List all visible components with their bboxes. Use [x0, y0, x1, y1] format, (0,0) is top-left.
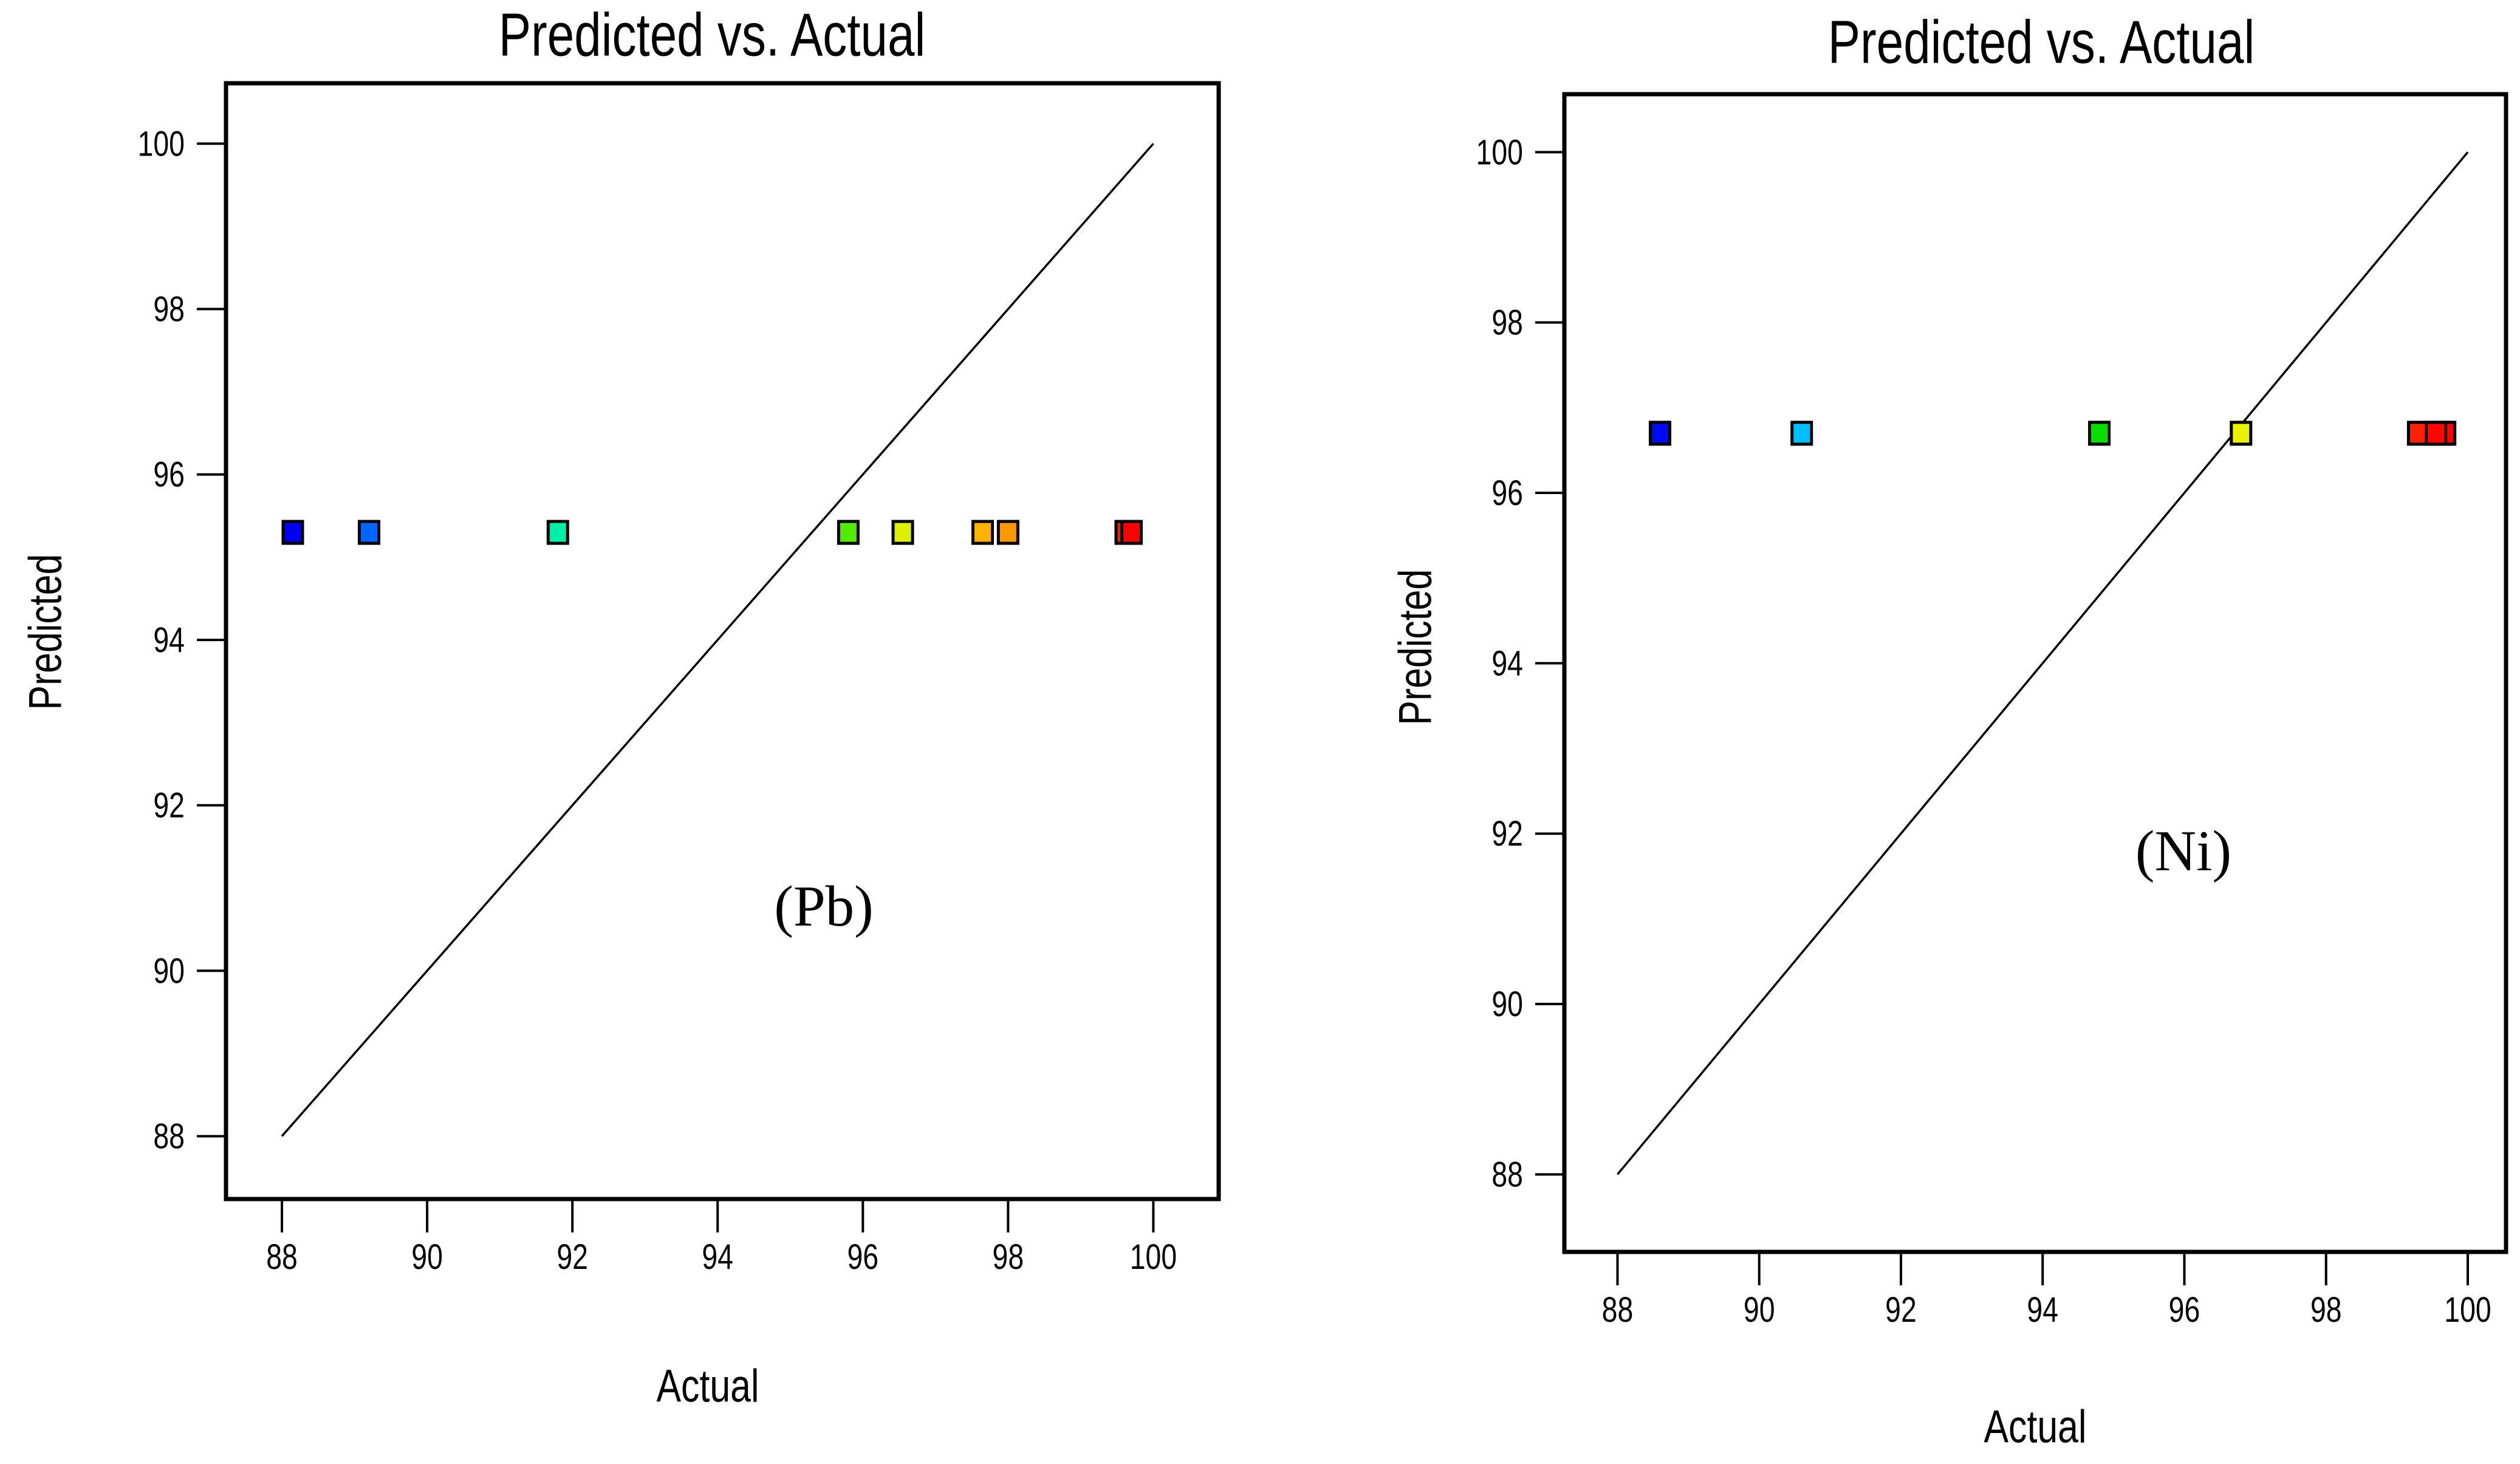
y-tick-label: 100 [138, 124, 185, 163]
y-tick-label: 92 [1491, 814, 1523, 854]
x-tick-label: 92 [1885, 1290, 1917, 1330]
plot-box [224, 81, 1221, 1201]
y-tick-label: 88 [1491, 1155, 1523, 1195]
data-point [1648, 421, 1671, 446]
y-tick-label: 100 [1476, 132, 1523, 172]
x-tick-label: 96 [2169, 1290, 2200, 1330]
y-tick-label: 96 [153, 455, 185, 495]
x-axis-title: Actual [656, 1360, 759, 1412]
x-tick-label: 100 [1130, 1237, 1177, 1277]
y-axis-title: Predicted [19, 554, 72, 710]
plot-box [1562, 92, 2508, 1254]
x-tick-label: 94 [2027, 1290, 2058, 1330]
y-tick-label: 90 [1491, 985, 1523, 1024]
data-point [2230, 421, 2253, 446]
identity-line [1617, 151, 2469, 1175]
y-axis-title: Predicted [1389, 569, 1442, 726]
chart-title: Predicted vs. Actual [498, 1, 926, 69]
y-tick-label: 94 [1491, 644, 1523, 683]
y-tick-label: 96 [1491, 473, 1523, 513]
data-point [837, 520, 860, 545]
data-point [971, 520, 995, 545]
x-axis-title: Actual [1984, 1401, 2087, 1453]
x-tick-label: 98 [2310, 1290, 2342, 1330]
data-point [2088, 421, 2111, 446]
data-point [357, 520, 380, 545]
x-tick-label: 96 [847, 1237, 878, 1277]
y-tick-label: 98 [1491, 303, 1523, 343]
x-tick-label: 90 [1744, 1290, 1775, 1330]
data-point [996, 520, 1019, 545]
y-tick-label: 92 [153, 786, 185, 825]
y-tick-label: 98 [153, 290, 185, 329]
data-point [1790, 421, 1813, 446]
data-point [546, 520, 569, 545]
x-tick-label: 88 [266, 1237, 298, 1277]
data-point [891, 520, 914, 545]
x-tick-label: 88 [1602, 1290, 1634, 1330]
data-point [1120, 520, 1143, 545]
data-point [281, 520, 304, 545]
x-tick-label: 100 [2444, 1290, 2491, 1330]
x-tick-label: 98 [993, 1237, 1024, 1277]
y-tick-label: 88 [153, 1117, 185, 1156]
series-annotation: (Ni) [2135, 819, 2232, 883]
x-tick-label: 92 [556, 1237, 588, 1277]
y-tick-label: 90 [153, 951, 185, 991]
identity-line [281, 143, 1154, 1137]
data-point [2425, 421, 2448, 446]
y-tick-label: 94 [153, 620, 185, 660]
x-tick-label: 90 [411, 1237, 443, 1277]
series-annotation: (Pb) [774, 874, 874, 938]
x-tick-label: 94 [702, 1237, 733, 1277]
chart-title: Predicted vs. Actual [1827, 8, 2255, 77]
